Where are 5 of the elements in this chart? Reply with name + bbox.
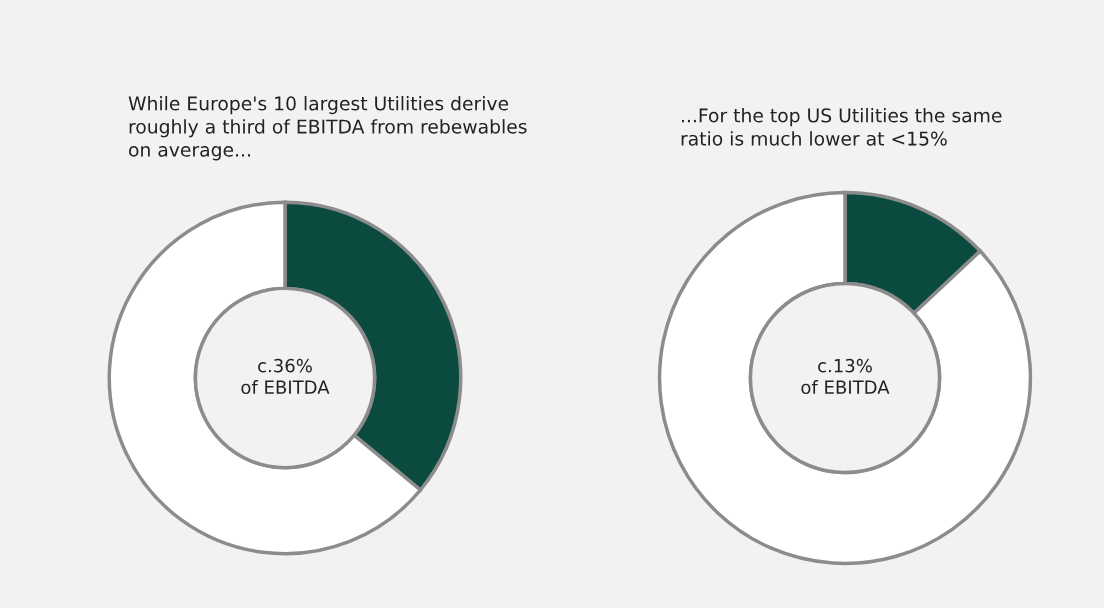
text: c.36% of EBITDA <box>241 358 330 395</box>
chart-title: ...For the top US Utilities the same ratio is much lower at <15% <box>681 108 1002 146</box>
chart-title: While Europe's 10 largest Utilities derive roughly a third of EBITDA from rebewables on average... <box>128 96 527 161</box>
text: c.13% of EBITDA <box>801 358 890 395</box>
donut-slice <box>657 190 1033 566</box>
